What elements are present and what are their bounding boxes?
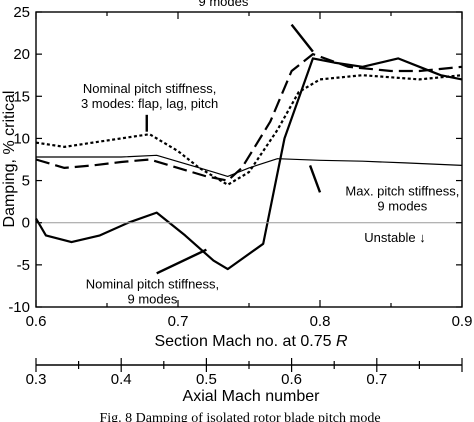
x-tick-label: 0.7 — [168, 313, 189, 330]
annotation-text: Nominal pitch stiffness, — [86, 276, 219, 291]
axial-mach-tick-label: 0.3 — [26, 371, 47, 388]
y-tick-label: 5 — [22, 173, 30, 190]
annotation-text: Max. pitch stiffness, — [345, 184, 459, 199]
plot-frame — [35, 11, 463, 308]
series-line-solid-thick — [35, 57, 463, 271]
annotation-group: 1.3 x nominal pitch stiffness,9 modesNom… — [81, 0, 459, 306]
figure-caption: Fig. 8 Damping of isolated rotor blade p… — [99, 411, 380, 422]
x-axis-label-r: R — [336, 333, 348, 350]
x-tick-label: 0.6 — [26, 313, 47, 330]
annotation-leader-line — [290, 23, 314, 53]
tick-group: -10 -5 0 5 10 15 20 25 0.6 0.7 0.8 0.9 0.3 0.4 0.5 0.6 0… — [8, 4, 472, 388]
annotation-text: 9 modes — [377, 199, 427, 214]
axial-mach-tick-label: 0.4 — [111, 371, 132, 388]
unstable-label: Unstable ↓ — [364, 230, 425, 245]
axial-mach-tick-label: 0.6 — [281, 371, 302, 388]
series-line-long-dash — [35, 52, 463, 182]
axial-mach-tick-label: 0.5 — [196, 371, 217, 388]
plot-border — [35, 11, 463, 308]
y-tick-label: 0 — [22, 215, 30, 232]
y-tick-label: 10 — [13, 130, 30, 147]
y-tick-label: 25 — [13, 4, 30, 21]
annotation-text: 9 modes — [128, 291, 178, 306]
y-tick-label: 15 — [13, 88, 30, 105]
x-axis-label: Section Mach no. at 0.75 R — [154, 333, 347, 350]
y-tick-label: 20 — [13, 46, 30, 63]
series-group — [35, 52, 463, 271]
x-tick-label: 0.9 — [452, 313, 473, 330]
y-tick-label: -5 — [17, 257, 30, 274]
annotation-leader-line — [308, 164, 322, 193]
annotation-text: Nominal pitch stiffness, — [83, 81, 216, 96]
series-line-solid-thin — [36, 154, 463, 177]
x-axis-label-text: Section Mach no. at 0.75 — [154, 333, 335, 350]
annotation-leader-line — [156, 248, 207, 275]
axial-mach-tick-label: 0.7 — [366, 371, 387, 388]
y-axis-label: Damping, % critical — [1, 91, 18, 228]
x-tick-label: 0.8 — [310, 313, 331, 330]
y-tick-label: -10 — [8, 299, 30, 316]
annotation-text: 3 modes: flap, lag, pitch — [81, 96, 218, 111]
annotation-text: 9 modes — [199, 0, 249, 9]
series-line-short-dash — [35, 74, 463, 186]
axial-mach-axis-label: Axial Mach number — [183, 388, 321, 405]
